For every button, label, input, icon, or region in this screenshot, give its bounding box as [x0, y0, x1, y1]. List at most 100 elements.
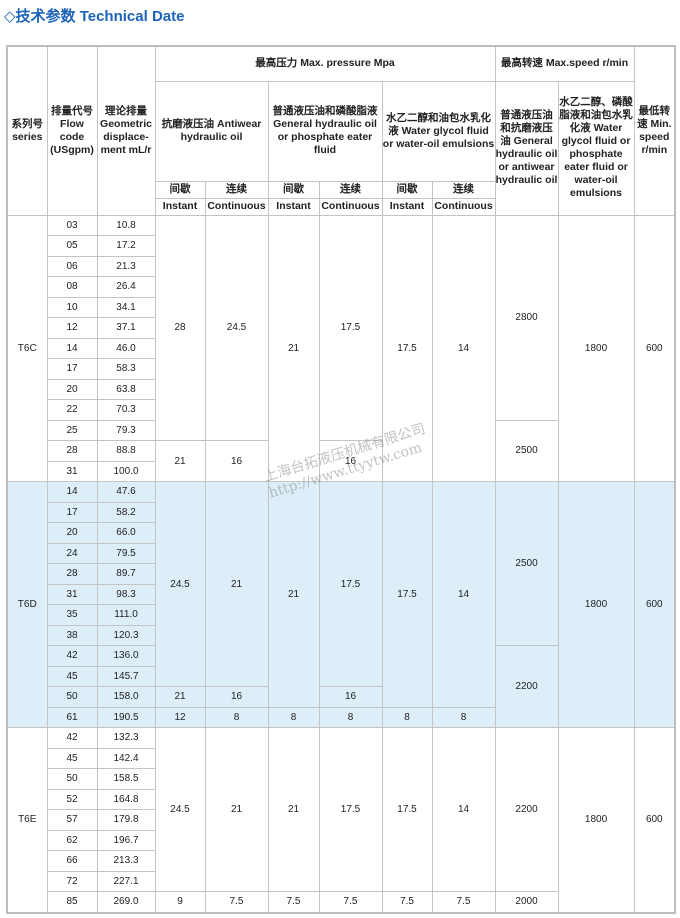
- antiwear-continuous-cell: 8: [204, 706, 269, 728]
- header-max-pressure: 最高压力 Max. pressure Mpa: [154, 45, 496, 82]
- antiwear-instant-cell: 21: [154, 440, 206, 482]
- header-instant: Instant: [267, 197, 320, 216]
- flow-code-cell: 03: [46, 214, 98, 236]
- max-speed-water-cell: 1800: [557, 727, 635, 913]
- displacement-cell: 89.7: [96, 563, 156, 585]
- flow-code-cell: 45: [46, 747, 98, 769]
- header-speed-water: 水乙二醇、磷酸脂液和油包水乳化液 Water glycol fluid or p…: [557, 80, 635, 216]
- flow-code-cell: 17: [46, 358, 98, 380]
- flow-code-cell: 20: [46, 522, 98, 544]
- flow-code-cell: 05: [46, 235, 98, 257]
- displacement-cell: 58.3: [96, 358, 156, 380]
- water-instant-cell: 17.5: [381, 481, 433, 708]
- displacement-cell: 100.0: [96, 460, 156, 482]
- flow-code-cell: 50: [46, 686, 98, 708]
- header-instant: Instant: [154, 197, 206, 216]
- water-instant-cell: 17.5: [381, 727, 433, 892]
- page-title: ◇技术参数 Technical Date: [4, 8, 185, 25]
- flow-code-cell: 24: [46, 542, 98, 564]
- max-speed-general-cell: 2800: [494, 214, 559, 421]
- header-continuous: Continuous: [318, 197, 383, 216]
- header-max-speed: 最高转速 Max.speed r/min: [494, 45, 635, 82]
- table-row: 22 70.3: [7, 399, 675, 421]
- general-continuous-cell: 7.5: [318, 891, 383, 913]
- water-instant-cell: 8: [381, 706, 433, 728]
- displacement-cell: 179.8: [96, 809, 156, 831]
- general-instant-cell: 21: [267, 481, 320, 708]
- flow-code-cell: 66: [46, 850, 98, 872]
- flow-code-cell: 17: [46, 501, 98, 523]
- antiwear-instant-cell: 28: [154, 214, 206, 441]
- flow-code-cell: 28: [46, 563, 98, 585]
- antiwear-continuous-cell: 24.5: [204, 214, 269, 441]
- displacement-cell: 120.3: [96, 624, 156, 646]
- antiwear-instant-cell: 24.5: [154, 481, 206, 687]
- max-speed-general-cell: 2000: [494, 891, 559, 913]
- antiwear-continuous-cell: 16: [204, 440, 269, 482]
- displacement-cell: 158.5: [96, 768, 156, 790]
- flow-code-cell: 31: [46, 460, 98, 482]
- header-continuous: Continuous: [431, 197, 496, 216]
- antiwear-instant-cell: 9: [154, 891, 206, 913]
- header-instant: Instant: [381, 197, 433, 216]
- series-cell: T6D: [6, 481, 48, 728]
- table-row: 17 58.2: [7, 501, 675, 523]
- general-continuous-cell: 17.5: [318, 727, 383, 892]
- water-continuous-cell: 7.5: [431, 891, 496, 913]
- header-continuous-cn: 连续: [204, 180, 269, 199]
- flow-code-cell: 14: [46, 481, 98, 503]
- header-antiwear: 抗磨液压油 Antiwear hydraulic oil: [154, 80, 269, 182]
- table-row: 20 63.8: [7, 378, 675, 400]
- header-min-speed: 最低转速 Min. speed r/min: [633, 45, 676, 216]
- water-instant-cell: 17.5: [381, 214, 433, 482]
- table-row: 06 21.3: [7, 255, 675, 277]
- general-instant-cell: 21: [267, 214, 320, 482]
- flow-code-cell: 72: [46, 870, 98, 892]
- header-intermittent: 间歇: [381, 180, 433, 199]
- header-general: 普通液压油和磷酸脂液 General hydraulic oil or phos…: [267, 80, 383, 182]
- table-row: 31 100.0: [7, 460, 675, 482]
- flow-code-cell: 85: [46, 891, 98, 913]
- displacement-cell: 98.3: [96, 583, 156, 605]
- flow-code-cell: 28: [46, 440, 98, 462]
- antiwear-instant-cell: 12: [154, 706, 206, 728]
- table-row: 28 89.7: [7, 563, 675, 585]
- table-row: 05 17.2: [7, 235, 675, 257]
- water-continuous-cell: 14: [431, 481, 496, 708]
- table-row: 14 46.0: [7, 337, 675, 359]
- table-row: 45 145.7: [7, 665, 675, 687]
- table-body: T6C 03 10.8 28 24.5 21 17.5 17.5 14 2800 1800 600 05…: [6, 214, 676, 913]
- table-row: 10 34.1: [7, 296, 675, 318]
- max-speed-general-cell: 2200: [494, 727, 559, 892]
- table-row: 31 98.3: [7, 583, 675, 605]
- displacement-cell: 37.1: [96, 317, 156, 339]
- displacement-cell: 26.4: [96, 276, 156, 298]
- displacement-cell: 47.6: [96, 481, 156, 503]
- antiwear-instant-cell: 24.5: [154, 727, 206, 892]
- min-speed-cell: 600: [633, 214, 676, 482]
- water-continuous-cell: 14: [431, 214, 496, 482]
- header-intermittent: 间歇: [154, 180, 206, 199]
- table-row: T6E 42 132.3 24.5 21 21 17.5 17.5 14 2200 1800 600: [6, 727, 676, 913]
- header-displacement: 理论排量 Geometric displace-ment mL/r: [96, 45, 156, 216]
- displacement-cell: 10.8: [96, 214, 156, 236]
- displacement-cell: 70.3: [96, 399, 156, 421]
- flow-code-cell: 42: [46, 727, 98, 749]
- antiwear-continuous-cell: 21: [204, 481, 269, 687]
- max-speed-water-cell: 1800: [557, 214, 635, 482]
- general-instant-cell: 21: [267, 727, 320, 892]
- water-continuous-cell: 8: [431, 706, 496, 728]
- flow-code-cell: 42: [46, 645, 98, 667]
- flow-code-cell: 35: [46, 604, 98, 626]
- header-series: 系列号 series: [6, 45, 48, 216]
- table-row: 50 158.0 21 16 16: [7, 686, 675, 708]
- flow-code-cell: 61: [46, 706, 98, 728]
- antiwear-continuous-cell: 7.5: [204, 891, 269, 913]
- series-cell: T6E: [6, 727, 48, 913]
- flow-code-cell: 57: [46, 809, 98, 831]
- min-speed-cell: 600: [633, 481, 676, 728]
- displacement-cell: 164.8: [96, 788, 156, 810]
- displacement-cell: 88.8: [96, 440, 156, 462]
- table-row: 38 120.3: [7, 624, 675, 646]
- flow-code-cell: 45: [46, 665, 98, 687]
